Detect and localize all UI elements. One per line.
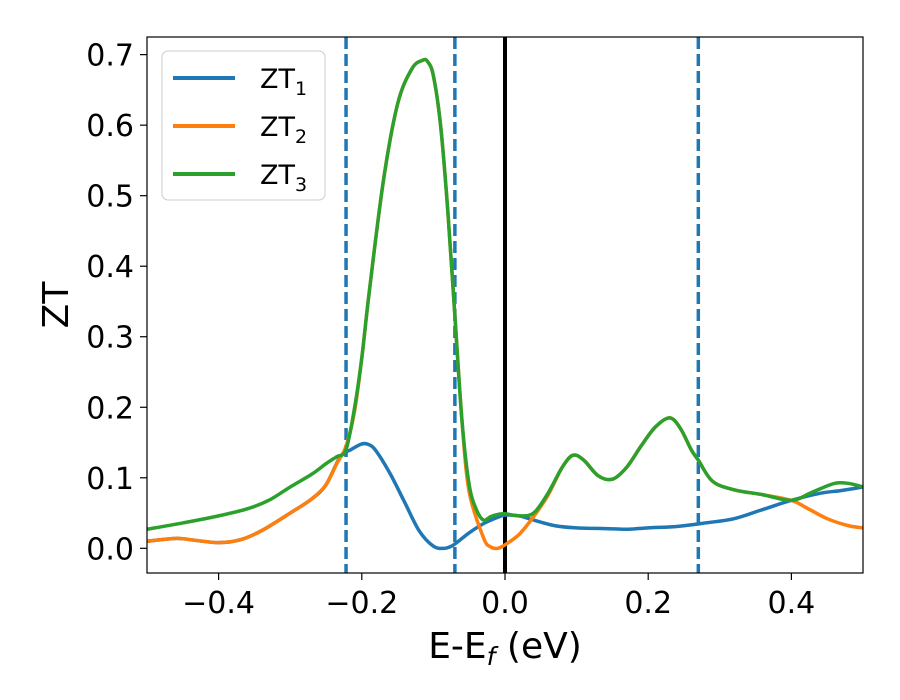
x-axis-ticks: −0.4 −0.2 0.0 0.2 0.4 <box>182 573 815 621</box>
legend-label-zt3: ZT3 <box>260 160 307 196</box>
x-tick-label: −0.4 <box>182 586 255 621</box>
x-tick-label: 0.2 <box>624 586 672 621</box>
legend-label-zt2: ZT2 <box>260 112 307 148</box>
x-tick-label: −0.2 <box>325 586 398 621</box>
legend: ZT1 ZT2 ZT3 <box>161 50 326 201</box>
legend-box <box>161 50 326 201</box>
y-tick-label: 0.4 <box>86 250 134 285</box>
series-lines <box>147 57 863 551</box>
series-line-zt3 <box>147 57 863 532</box>
x-axis-label-main: E-E <box>428 626 486 667</box>
x-axis-label: E-Ef (eV) <box>428 626 582 671</box>
y-tick-label: 0.2 <box>86 391 134 426</box>
x-tick-label: 0.0 <box>481 586 529 621</box>
x-tick-label: 0.4 <box>768 586 816 621</box>
y-axis-label: ZT <box>36 281 77 329</box>
legend-label-zt1: ZT1 <box>260 64 307 100</box>
x-axis-label-unit: (eV) <box>495 626 581 667</box>
y-tick-label: 0.7 <box>86 39 134 74</box>
y-tick-label: 0.3 <box>86 321 134 356</box>
y-tick-label: 0.1 <box>86 462 134 497</box>
y-tick-label: 0.5 <box>86 180 134 215</box>
y-axis-ticks: 0.0 0.1 0.2 0.3 0.4 0.5 0.6 0.7 <box>86 39 147 567</box>
y-tick-label: 0.0 <box>86 532 134 567</box>
reference-lines <box>344 37 701 573</box>
y-tick-label: 0.6 <box>86 109 134 144</box>
